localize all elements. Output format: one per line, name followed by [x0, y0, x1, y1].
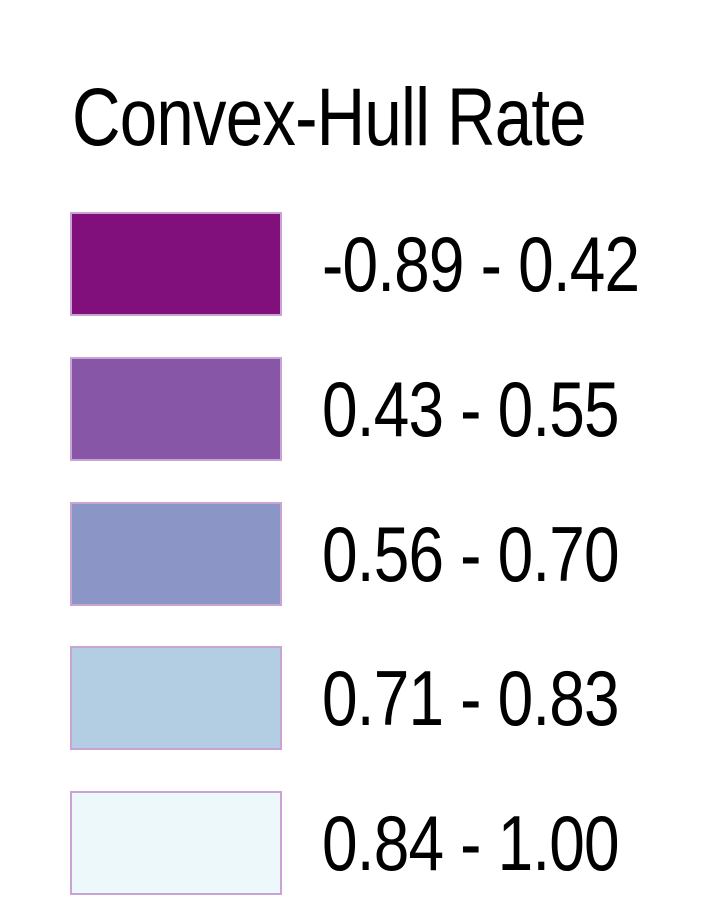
legend-swatch: [70, 502, 282, 606]
legend-swatch: [70, 357, 282, 461]
legend-swatch: [70, 212, 282, 316]
legend-range-label: 0.56 - 0.70: [322, 510, 620, 598]
legend-item: 0.71 - 0.83: [70, 646, 690, 754]
legend-swatch: [70, 646, 282, 750]
legend-swatch: [70, 791, 282, 895]
legend-range-label: 0.71 - 0.83: [322, 654, 620, 742]
legend-range-label: 0.84 - 1.00: [322, 799, 620, 887]
legend-title: Convex-Hull Rate: [72, 72, 587, 163]
legend-range-label: -0.89 - 0.42: [322, 220, 640, 308]
legend-item: 0.84 - 1.00: [70, 791, 690, 899]
legend-item: -0.89 - 0.42: [70, 212, 690, 320]
legend-range-label: 0.43 - 0.55: [322, 365, 620, 453]
legend-item: 0.43 - 0.55: [70, 357, 690, 465]
legend-item: 0.56 - 0.70: [70, 502, 690, 610]
